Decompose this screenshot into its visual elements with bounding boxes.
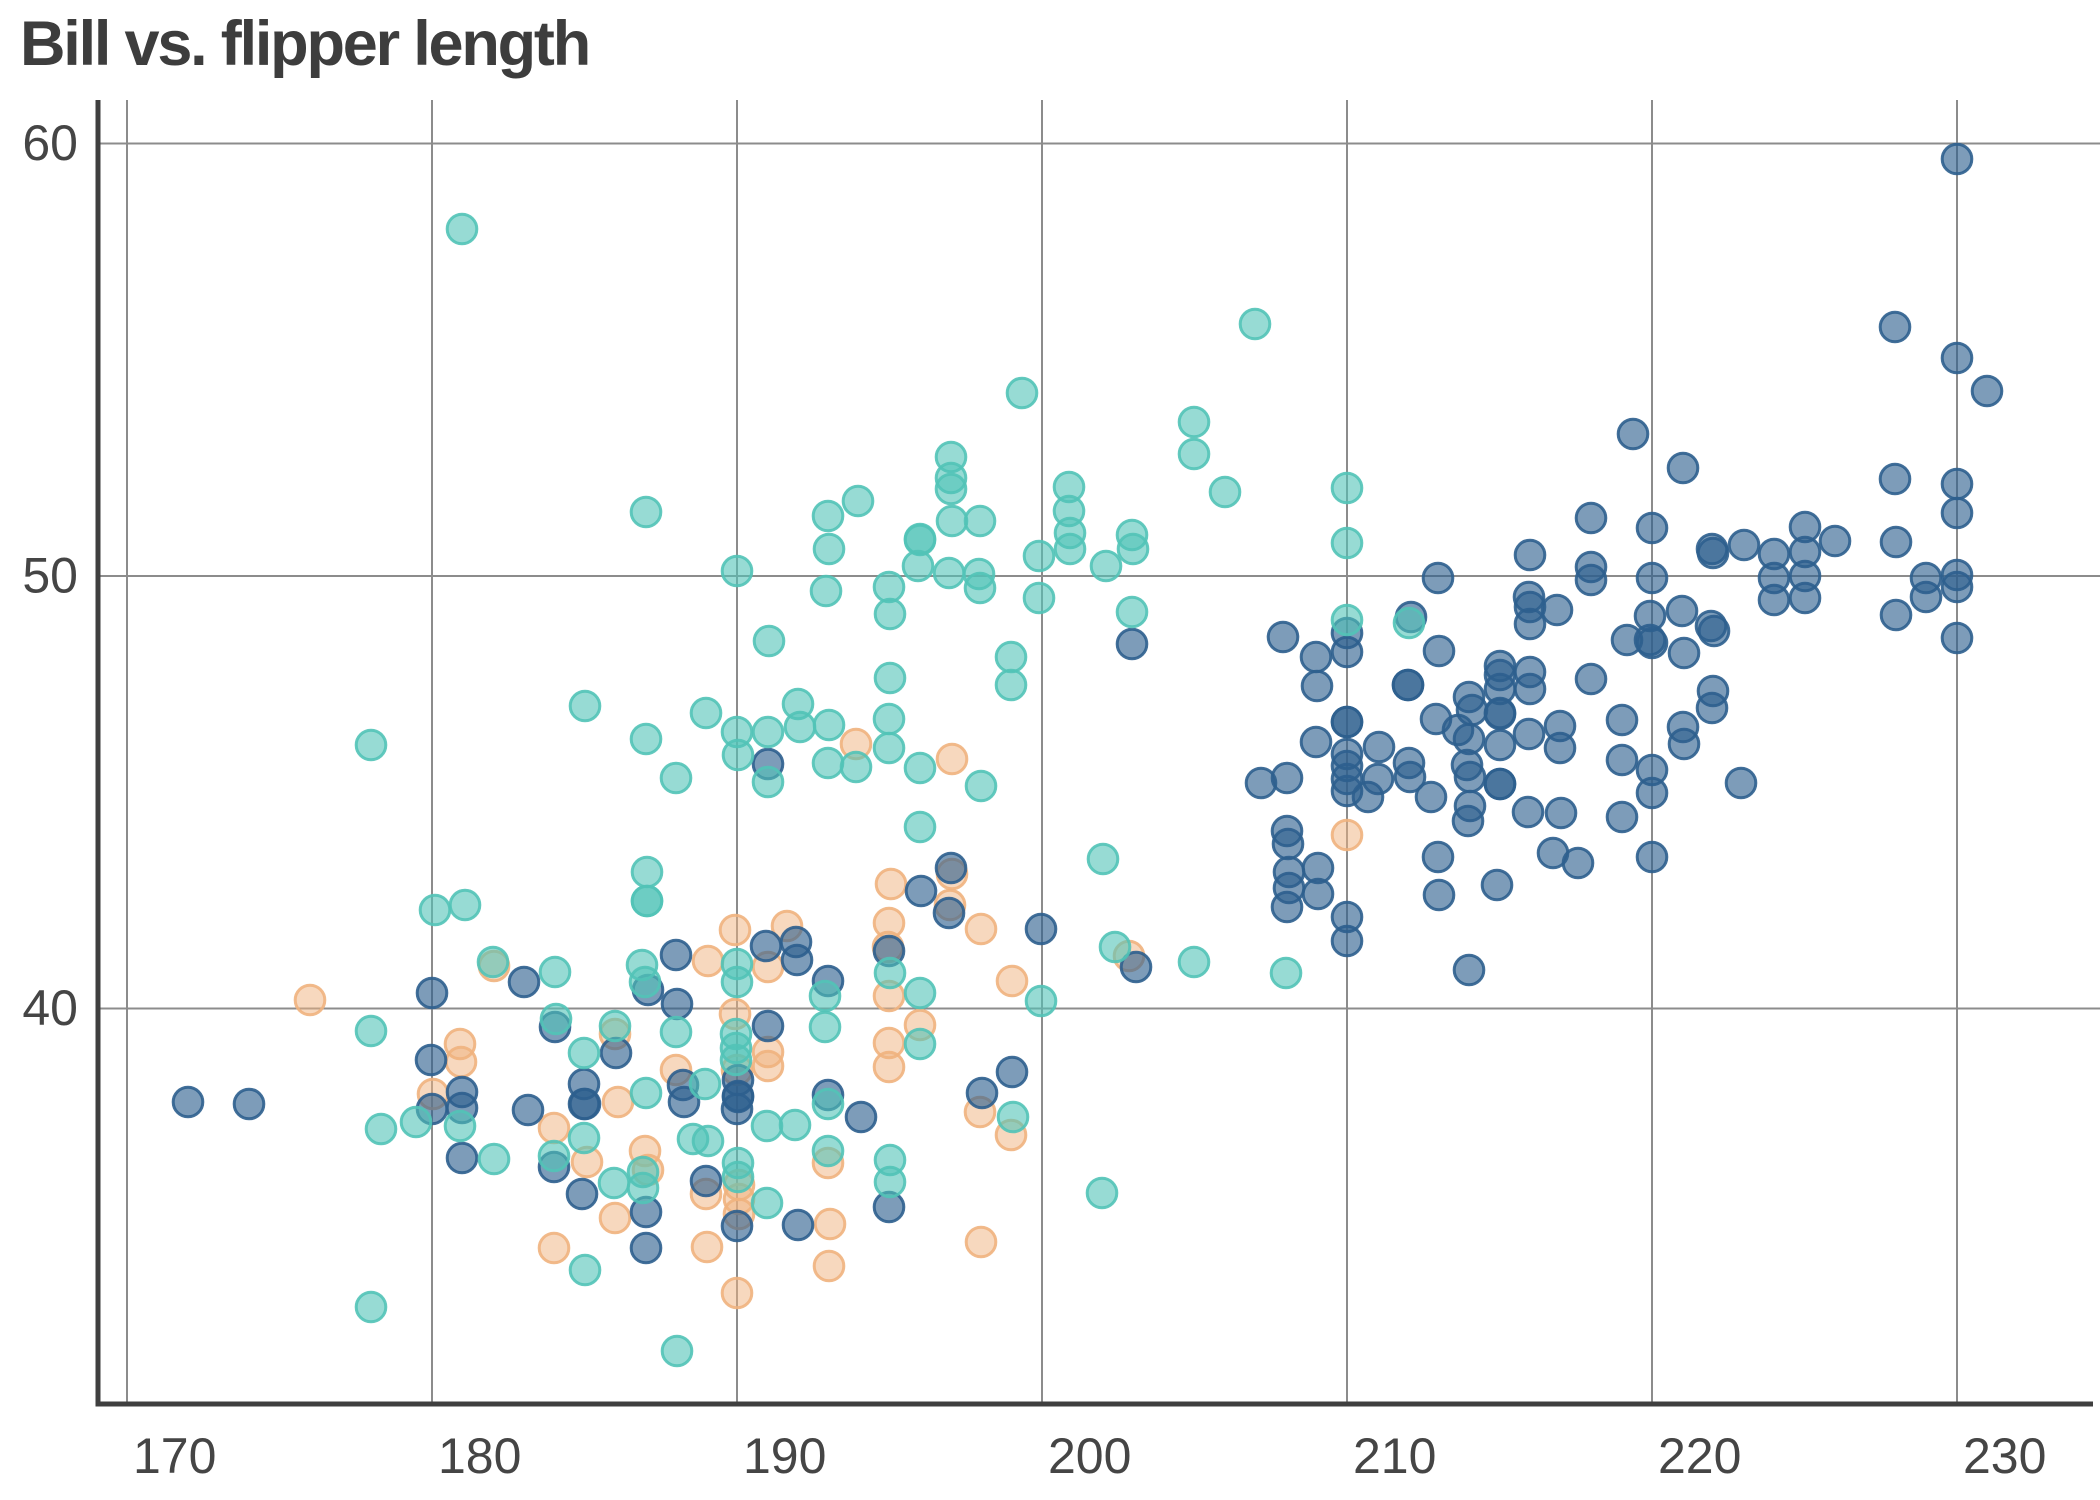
svg-text:190: 190 [743,1428,826,1484]
svg-text:200: 200 [1048,1428,1131,1484]
svg-text:170: 170 [133,1428,216,1484]
svg-text:210: 210 [1353,1428,1436,1484]
svg-text:Bill vs. flipper length: Bill vs. flipper length [20,9,589,79]
svg-text:230: 230 [1963,1428,2046,1484]
svg-text:50: 50 [22,548,78,604]
svg-text:40: 40 [22,980,78,1036]
svg-text:220: 220 [1658,1428,1741,1484]
svg-text:60: 60 [22,115,78,171]
svg-text:180: 180 [438,1428,521,1484]
